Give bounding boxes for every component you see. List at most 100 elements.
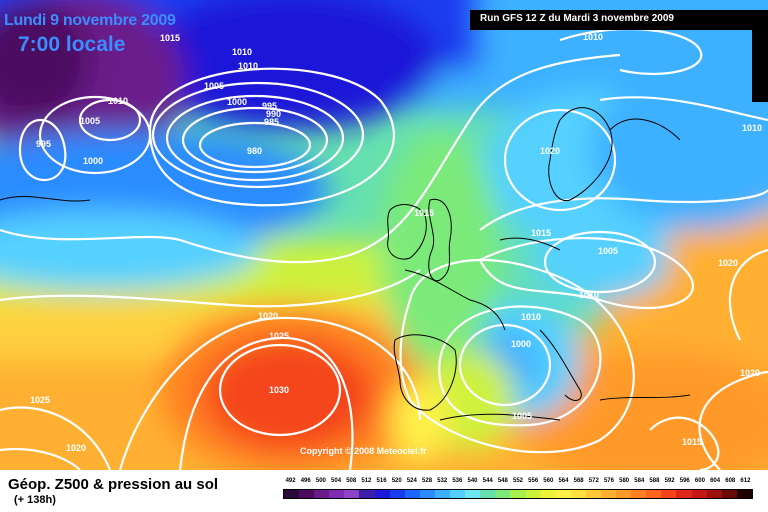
scale-swatch xyxy=(600,490,617,498)
isobar-label: 1000 xyxy=(511,339,532,349)
scale-label: 500 xyxy=(315,478,326,484)
run-info: Run GFS 12 Z du Mardi 3 novembre 2009 xyxy=(470,10,768,30)
isobar-label: 1005 xyxy=(598,246,619,256)
isobar-label: 1000 xyxy=(227,97,248,107)
scale-swatch xyxy=(736,490,752,498)
scale-swatch xyxy=(465,490,481,498)
forecast-date: Lundi 9 novembre 2009 xyxy=(4,12,176,29)
isobar-lines xyxy=(0,27,768,470)
isobar-label: 1005 xyxy=(204,81,225,91)
isobar-label: 1010 xyxy=(583,32,604,42)
scale-label: 540 xyxy=(467,478,478,484)
scale-label: 592 xyxy=(664,478,675,484)
scale-swatch xyxy=(555,490,571,498)
scale-label: 556 xyxy=(528,478,539,484)
scale-label: 560 xyxy=(543,478,554,484)
scale-label: 576 xyxy=(603,478,614,484)
scale-label: 588 xyxy=(649,478,660,484)
scale-swatch xyxy=(419,490,435,498)
isobar-label: 1015 xyxy=(414,208,435,218)
scale-label: 596 xyxy=(679,478,690,484)
scale-swatch xyxy=(389,490,405,498)
isobar-label: 1025 xyxy=(30,395,51,405)
isobar-label: 1015 xyxy=(160,33,181,43)
isobar-label: 1020 xyxy=(540,146,561,156)
right-edge-bar xyxy=(752,30,768,102)
scale-label: 608 xyxy=(725,478,736,484)
forecast-time: 7:00 locale xyxy=(18,33,126,56)
scale-label: 564 xyxy=(558,478,569,484)
scale-label: 552 xyxy=(512,478,523,484)
scale-label: 612 xyxy=(740,478,751,484)
scale-label: 528 xyxy=(422,478,433,484)
color-scale-labels: 492 496 500 504 508 512 516 520 524 528 532 536 540 5… xyxy=(283,478,753,490)
scale-swatch xyxy=(646,490,662,498)
scale-label: 524 xyxy=(406,478,417,484)
scale-swatch xyxy=(450,490,466,498)
scale-swatch xyxy=(691,490,707,498)
geopotential-field xyxy=(0,0,768,470)
scale-swatch xyxy=(631,490,647,498)
color-scale-bar xyxy=(283,489,753,499)
map-canvas xyxy=(0,0,768,470)
isobar-label: 1010 xyxy=(521,312,542,322)
scale-label: 520 xyxy=(391,478,402,484)
scale-swatch xyxy=(510,490,526,498)
scale-label: 492 xyxy=(285,478,296,484)
scale-label: 572 xyxy=(588,478,599,484)
isobar-label: 1010 xyxy=(742,123,763,133)
scale-swatch xyxy=(495,490,511,498)
scale-swatch xyxy=(706,490,722,498)
scale-swatch xyxy=(540,490,556,498)
isobar-label: 990 xyxy=(266,109,282,119)
isobar-label: 1015 xyxy=(531,228,552,238)
legend-subtitle: (+ 138h) xyxy=(14,494,56,506)
isobar-label: 1005 xyxy=(512,411,533,421)
scale-label: 584 xyxy=(634,478,645,484)
scale-swatch xyxy=(616,490,632,498)
scale-swatch xyxy=(525,490,541,498)
scale-label: 532 xyxy=(437,478,448,484)
scale-label: 568 xyxy=(573,478,584,484)
scale-swatch xyxy=(374,490,390,498)
scale-swatch xyxy=(284,490,300,498)
scale-swatch xyxy=(314,490,330,498)
isobar-label: 985 xyxy=(264,117,280,127)
isobar-label: 1010 xyxy=(579,290,600,300)
scale-label: 548 xyxy=(497,478,508,484)
scale-label: 604 xyxy=(710,478,721,484)
scale-swatch xyxy=(299,490,315,498)
isobar-label: 1020 xyxy=(718,258,739,268)
scale-swatch xyxy=(344,490,360,498)
scale-label: 580 xyxy=(619,478,630,484)
scale-swatch xyxy=(721,490,737,498)
isobar-label: 1015 xyxy=(682,437,703,447)
scale-label: 512 xyxy=(361,478,372,484)
isobar-label: 1020 xyxy=(66,443,87,453)
isobar-label: 1005 xyxy=(80,116,101,126)
isobar-label: 1025 xyxy=(269,331,290,341)
scale-label: 544 xyxy=(482,478,493,484)
isobar-label: 995 xyxy=(262,101,278,111)
scale-swatch xyxy=(329,490,345,498)
scale-swatch xyxy=(585,490,601,498)
isobar-label: 1000 xyxy=(83,156,104,166)
scale-swatch xyxy=(480,490,496,498)
isobar-label: 1030 xyxy=(269,385,290,395)
scale-label: 536 xyxy=(452,478,463,484)
isobar-label: 1020 xyxy=(740,368,761,378)
scale-swatch xyxy=(661,490,677,498)
coastlines xyxy=(0,107,691,421)
copyright-text: Copyright © 2008 Meteociel.fr xyxy=(300,446,427,456)
scale-label: 600 xyxy=(694,478,705,484)
scale-label: 496 xyxy=(300,478,311,484)
isobar-label: 1010 xyxy=(232,47,253,57)
isobar-label: 1010 xyxy=(238,61,259,71)
scale-swatch xyxy=(676,490,692,498)
scale-swatch xyxy=(359,490,375,498)
scale-label: 508 xyxy=(346,478,357,484)
scale-swatch xyxy=(434,490,451,498)
weather-map: 1015 1010 1010 1005 1000 995 990 985 980 1010 1005… xyxy=(0,0,768,470)
isobar-label: 980 xyxy=(247,146,263,156)
isobar-label: 995 xyxy=(36,139,52,149)
